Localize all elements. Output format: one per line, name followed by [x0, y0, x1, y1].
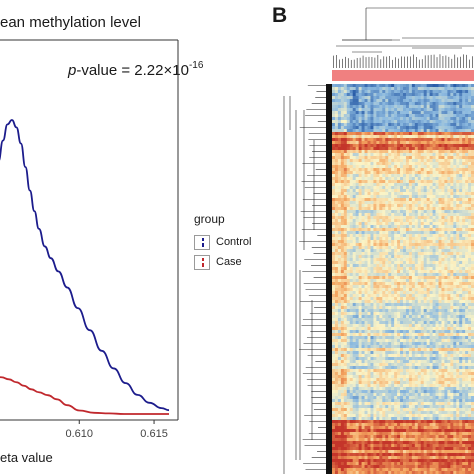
legend-key-case: [194, 254, 210, 270]
legend-item-control: Control: [194, 232, 251, 252]
legend-label-control: Control: [216, 236, 252, 248]
panel-b-label: B: [272, 4, 288, 27]
series-line-case: [0, 376, 170, 415]
row-dendrogram-leaves: [326, 84, 332, 474]
series-line-control: [0, 119, 170, 412]
legend-title: group: [194, 212, 225, 226]
x-tick-label-0: 0.610: [65, 428, 93, 440]
legend-item-case: Case: [194, 252, 251, 272]
p-value-exponent: -16: [188, 60, 204, 71]
legend: group Control Case: [194, 212, 251, 272]
group-annotation-bar: [332, 70, 474, 81]
legend-key-control: [194, 234, 210, 250]
legend-label-case: Case: [216, 256, 242, 268]
x-tick-label-1: 0.615: [140, 428, 168, 440]
density-plot: 0.610 0.615: [0, 39, 179, 440]
